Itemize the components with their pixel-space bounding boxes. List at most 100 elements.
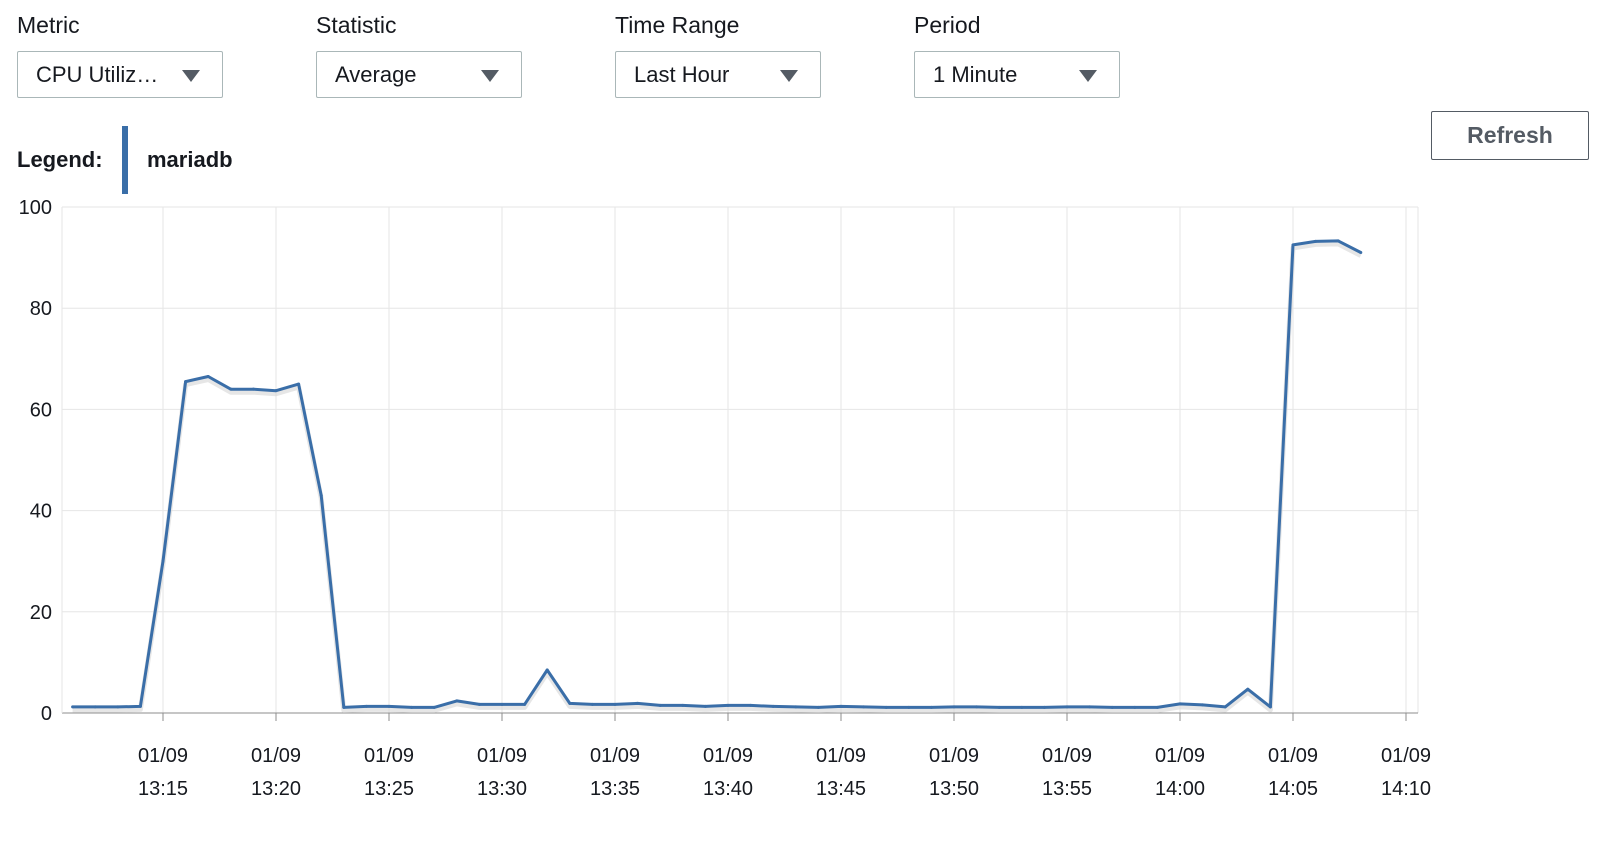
data-point [297,382,301,386]
data-point [274,389,278,393]
data-point [1020,705,1024,709]
time-range-control: Time Range Last Hour [615,10,823,98]
data-point [161,559,165,563]
chart-grid [62,206,1419,714]
metric-label: Metric [17,12,80,38]
chevron-down-icon [1079,70,1097,82]
data-point [93,705,97,709]
legend-swatch [122,126,128,194]
statistic-select-value: Average [335,62,417,87]
data-point [1336,239,1340,243]
data-point [1065,705,1069,709]
x-tick-time-label: 13:50 [929,778,979,796]
metric-select[interactable]: CPU Utiliz… [17,51,223,98]
x-tick-date-label: 01/09 [1381,745,1431,767]
data-point [184,380,188,384]
period-select[interactable]: 1 Minute [914,51,1120,98]
data-point [1133,705,1137,709]
x-tick-date-label: 01/09 [590,745,640,767]
x-tick-time-label: 13:20 [251,778,301,796]
data-point [907,705,911,709]
x-tick-time-label: 13:55 [1042,778,1092,796]
data-point [816,705,820,709]
data-point [477,702,481,706]
metric-select-value: CPU Utiliz… [36,62,159,87]
statistic-control: Statistic Average [316,10,524,98]
data-point [545,668,549,672]
x-tick-date-label: 01/09 [1268,745,1318,767]
x-tick-time-label: 14:10 [1381,778,1431,796]
y-tick-label: 0 [41,703,52,725]
data-point [952,705,956,709]
data-point [590,702,594,706]
data-point [726,703,730,707]
x-tick-date-label: 01/09 [1042,745,1092,767]
time-range-select-value: Last Hour [634,62,730,87]
period-control: Period 1 Minute [914,10,1122,98]
chevron-down-icon [182,70,200,82]
x-tick-date-label: 01/09 [1155,745,1205,767]
data-point [1223,705,1227,709]
chevron-down-icon [481,70,499,82]
data-point [116,705,120,709]
data-point [500,702,504,706]
time-range-label: Time Range [615,12,740,38]
x-tick-time-label: 13:45 [816,778,866,796]
data-point [1246,687,1250,691]
x-tick-date-label: 01/09 [477,745,527,767]
x-tick-date-label: 01/09 [929,745,979,767]
y-tick-label: 40 [30,501,52,523]
data-point [455,699,459,703]
data-point [613,702,617,706]
data-point [1359,251,1363,255]
data-point [636,701,640,705]
data-point [319,493,323,497]
x-tick-time-label: 14:00 [1155,778,1205,796]
chart-series [71,239,1363,713]
x-tick-date-label: 01/09 [138,745,188,767]
y-tick-label: 100 [19,197,52,219]
statistic-select[interactable]: Average [316,51,522,98]
data-point [1291,243,1295,247]
data-point [681,703,685,707]
x-tick-time-label: 13:25 [364,778,414,796]
statistic-label: Statistic [316,12,397,38]
data-point [432,705,436,709]
x-tick-date-label: 01/09 [251,745,301,767]
period-select-value: 1 Minute [933,62,1018,87]
data-point [1042,705,1046,709]
data-point [364,704,368,708]
data-point [1088,705,1092,709]
x-tick-date-label: 01/09 [816,745,866,767]
cpu-utilization-chart: 0 20 40 60 80 100 01/09 13:15 01/09 13:20 01/09 13:… [19,197,1431,796]
chart-axes: 0 20 40 60 80 100 01/09 13:15 01/09 13:20 01/09 13:… [19,197,1431,796]
data-point [1178,702,1182,706]
y-tick-label: 60 [30,399,52,421]
x-tick-time-label: 14:05 [1268,778,1318,796]
legend-title: Legend: [17,147,103,172]
data-point [794,705,798,709]
x-tick-date-label: 01/09 [703,745,753,767]
data-point [229,387,233,391]
series-shadow [72,241,1362,713]
data-point [997,705,1001,709]
refresh-button[interactable]: Refresh [1431,111,1589,160]
data-point [929,705,933,709]
legend-series-name: mariadb [147,147,233,172]
data-point [410,705,414,709]
data-point [1201,703,1205,707]
data-point [1314,239,1318,243]
period-label: Period [914,12,981,38]
series-line-mariadb [72,239,1362,709]
data-point [839,704,843,708]
metric-control: Metric CPU Utiliz… [17,10,225,98]
x-tick-time-label: 13:15 [138,778,188,796]
data-point [703,704,707,708]
time-range-select[interactable]: Last Hour [615,51,821,98]
data-point [862,705,866,709]
data-point [251,387,255,391]
data-point [1110,705,1114,709]
data-point [749,703,753,707]
data-point [1268,705,1272,709]
